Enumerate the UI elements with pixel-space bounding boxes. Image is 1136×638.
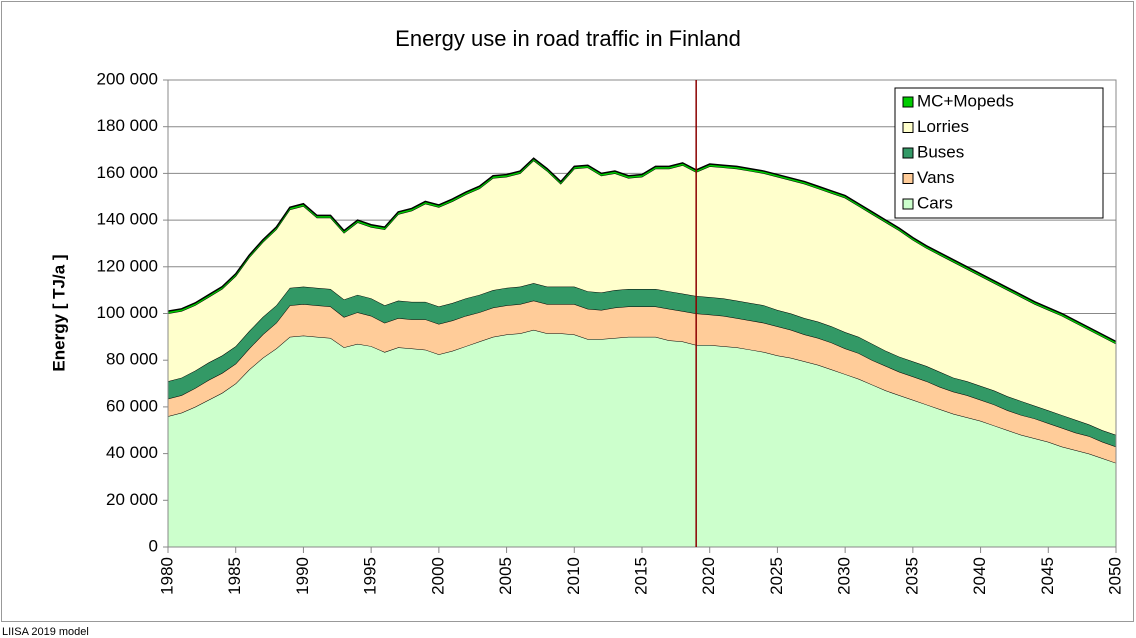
y-axis-label: Energy [ TJ/a ] <box>49 254 68 371</box>
x-tick-label: 1990 <box>293 557 312 595</box>
legend-swatch <box>902 96 914 108</box>
x-tick-label: 1995 <box>361 557 380 595</box>
legend-label: Lorries <box>917 117 969 136</box>
y-tick-label: 60 000 <box>106 396 158 415</box>
legend-label: Buses <box>917 142 964 161</box>
y-tick-label: 160 000 <box>97 163 158 182</box>
x-tick-label: 1985 <box>225 557 244 595</box>
x-tick-label: 2040 <box>970 557 989 595</box>
x-tick-label: 2010 <box>564 557 583 595</box>
y-tick-label: 180 000 <box>97 116 158 135</box>
x-tick-label: 2045 <box>1038 557 1057 595</box>
y-tick-label: 120 000 <box>97 256 158 275</box>
x-tick-label: 2005 <box>496 557 515 595</box>
y-tick-label: 40 000 <box>106 443 158 462</box>
x-tick-label: 2015 <box>631 557 650 595</box>
y-tick-label: 100 000 <box>97 303 158 322</box>
x-tick-label: 2000 <box>428 557 447 595</box>
area <box>168 329 1116 547</box>
legend-swatch <box>902 122 914 133</box>
area <box>168 300 1116 463</box>
y-tick-label: 200 000 <box>97 69 158 88</box>
x-tick-label: 2020 <box>699 557 718 595</box>
chart-title: Energy use in road traffic in Finland <box>395 26 741 51</box>
y-tick-label: 80 000 <box>106 350 158 369</box>
legend-box <box>894 87 1104 219</box>
legend-swatch <box>902 198 914 210</box>
x-tick-label: 2050 <box>1105 557 1124 595</box>
legend-label: MC+Mopeds <box>917 91 1014 110</box>
y-tick-label: 0 <box>149 536 158 555</box>
legend-label: Cars <box>917 193 953 212</box>
legend-swatch <box>902 173 914 184</box>
legend-swatch <box>902 147 914 159</box>
area-edge <box>167 157 1117 343</box>
y-tick-label: 140 000 <box>97 210 158 229</box>
x-tick-label: 2025 <box>767 557 786 595</box>
x-tick-label: 2035 <box>902 557 921 595</box>
legend-label: Vans <box>917 168 955 187</box>
y-tick-label: 20 000 <box>106 490 158 509</box>
area <box>168 160 1116 435</box>
x-tick-label: 2030 <box>835 557 854 595</box>
x-tick-label: 1980 <box>157 557 176 595</box>
footer: LIISA 2019 model <box>2 626 89 638</box>
